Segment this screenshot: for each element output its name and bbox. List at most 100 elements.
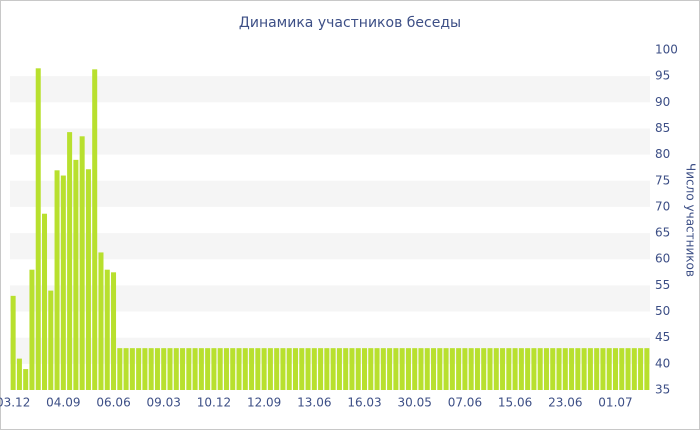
bar bbox=[343, 348, 349, 390]
y-tick-label: 85 bbox=[655, 121, 670, 135]
bar bbox=[619, 348, 625, 390]
x-tick-label: 01.07 bbox=[598, 396, 632, 410]
bar bbox=[255, 348, 261, 390]
bar bbox=[280, 348, 286, 390]
bar bbox=[474, 348, 480, 390]
bar bbox=[154, 348, 160, 390]
bar bbox=[35, 68, 41, 391]
bar bbox=[129, 348, 135, 390]
bar bbox=[537, 348, 543, 390]
x-tick-label: 23.06 bbox=[548, 396, 582, 410]
bar bbox=[148, 348, 154, 390]
y-tick-label: 65 bbox=[655, 226, 670, 240]
x-tick-label: 09.03 bbox=[147, 396, 181, 410]
bar bbox=[644, 348, 650, 390]
x-tick-label: 30.05 bbox=[398, 396, 432, 410]
x-tick-label: 04.09 bbox=[46, 396, 80, 410]
bar bbox=[550, 348, 556, 390]
grid-band bbox=[10, 128, 650, 155]
bar bbox=[161, 348, 167, 390]
x-tick-label: 16.03 bbox=[347, 396, 381, 410]
chart-title: Динамика участников беседы bbox=[239, 15, 461, 31]
y-tick-label: 75 bbox=[655, 173, 670, 187]
bar bbox=[10, 295, 16, 390]
bar bbox=[261, 348, 267, 390]
bar bbox=[236, 348, 242, 390]
bar bbox=[42, 213, 48, 390]
bar bbox=[456, 348, 462, 390]
bar bbox=[575, 348, 581, 390]
x-tick-label: 15.06 bbox=[498, 396, 532, 410]
bar bbox=[531, 348, 537, 390]
bar bbox=[292, 348, 298, 390]
bar bbox=[387, 348, 393, 390]
bar bbox=[336, 348, 342, 390]
bar bbox=[299, 348, 305, 390]
bar bbox=[167, 348, 173, 390]
bar bbox=[205, 348, 211, 390]
bar bbox=[192, 348, 198, 390]
bar bbox=[462, 348, 468, 390]
y-tick-label: 60 bbox=[655, 252, 670, 266]
bar bbox=[318, 348, 324, 390]
y-tick-label: 80 bbox=[655, 147, 670, 161]
bar bbox=[355, 348, 361, 390]
y-tick-label: 45 bbox=[655, 330, 670, 344]
bar bbox=[374, 348, 380, 390]
bar bbox=[48, 290, 54, 390]
y-tick-label: 35 bbox=[655, 383, 670, 397]
y-tick-label: 55 bbox=[655, 278, 670, 292]
y-tick-label: 50 bbox=[655, 304, 670, 318]
bar bbox=[123, 348, 129, 390]
bar bbox=[362, 348, 368, 390]
x-tick-label: 12.09 bbox=[247, 396, 281, 410]
bar bbox=[186, 348, 192, 390]
bar bbox=[349, 348, 355, 390]
x-tick-label: 13.06 bbox=[297, 396, 331, 410]
bar bbox=[518, 348, 524, 390]
bar bbox=[556, 348, 562, 390]
bar bbox=[368, 348, 374, 390]
bar bbox=[60, 175, 66, 390]
bar bbox=[443, 348, 449, 390]
grid-band bbox=[10, 285, 650, 312]
bar bbox=[399, 348, 405, 390]
grid-band bbox=[10, 233, 650, 260]
x-tick-label: 03.12 bbox=[0, 396, 30, 410]
bar bbox=[198, 348, 204, 390]
bar bbox=[305, 348, 311, 390]
grid-band bbox=[10, 337, 650, 364]
y-tick-label: 40 bbox=[655, 356, 670, 370]
bar bbox=[324, 348, 330, 390]
bar bbox=[562, 348, 568, 390]
bar bbox=[606, 348, 612, 390]
bar bbox=[393, 348, 399, 390]
y-tick-label: 95 bbox=[655, 69, 670, 83]
bar bbox=[424, 348, 430, 390]
bar bbox=[543, 348, 549, 390]
bar bbox=[249, 348, 255, 390]
x-tick-label: 07.06 bbox=[448, 396, 482, 410]
y-axis-label: Число участников bbox=[684, 163, 698, 277]
bar bbox=[330, 348, 336, 390]
y-tick-label: 70 bbox=[655, 199, 670, 213]
bar bbox=[242, 348, 248, 390]
bar bbox=[412, 348, 418, 390]
bar bbox=[67, 132, 73, 390]
bar bbox=[267, 348, 273, 390]
bar bbox=[173, 348, 179, 390]
bar bbox=[625, 348, 631, 390]
grid-band bbox=[10, 76, 650, 103]
bar bbox=[493, 348, 499, 390]
bar bbox=[286, 348, 292, 390]
bar bbox=[380, 348, 386, 390]
bar bbox=[612, 348, 618, 390]
bar bbox=[16, 358, 22, 390]
bar bbox=[581, 348, 587, 390]
y-tick-label: 90 bbox=[655, 95, 670, 109]
bar bbox=[437, 348, 443, 390]
bar bbox=[180, 348, 186, 390]
bar bbox=[136, 348, 142, 390]
bar bbox=[230, 348, 236, 390]
